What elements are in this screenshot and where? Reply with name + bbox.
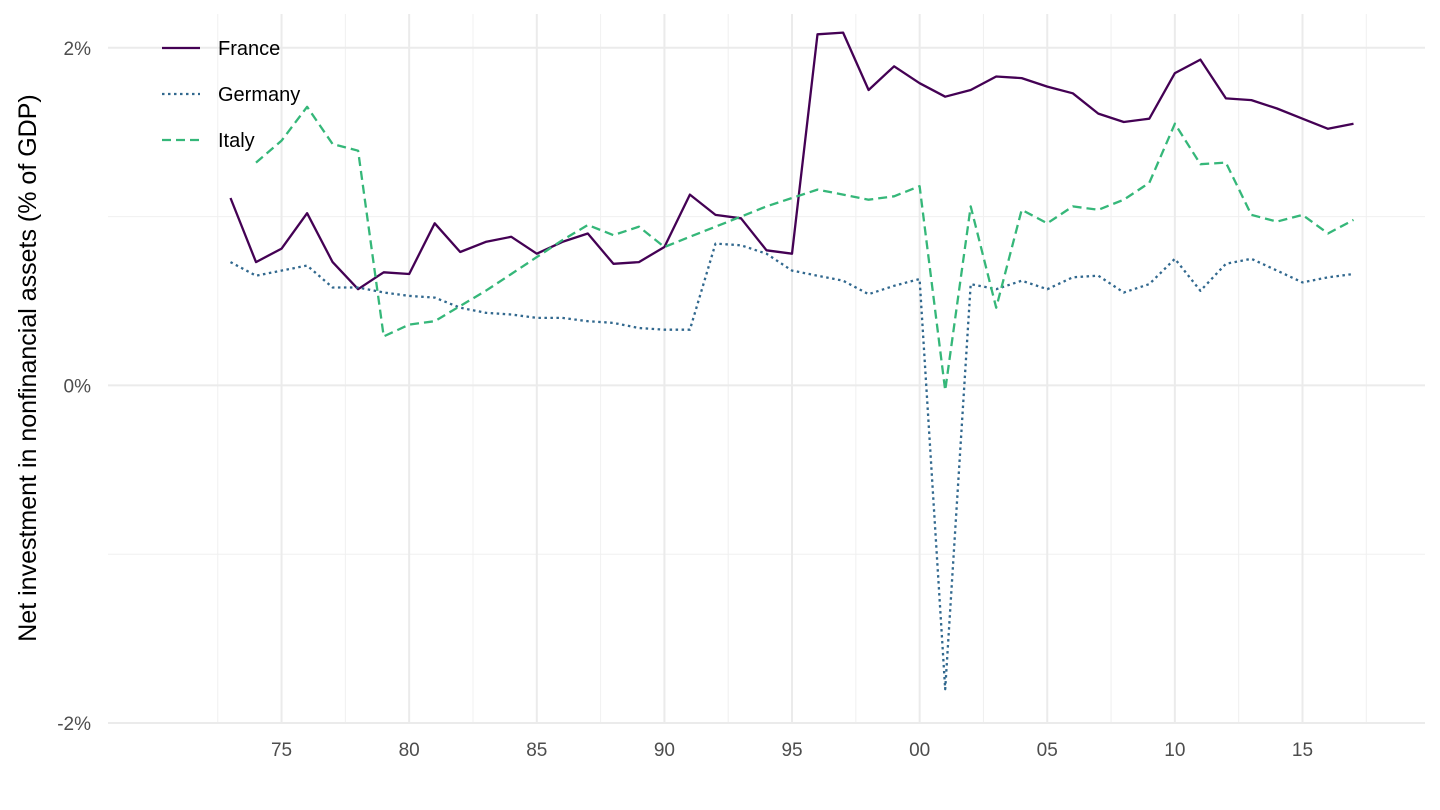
- x-tick-label: 75: [271, 740, 292, 761]
- series-line-france: [229, 31, 1354, 291]
- series-line-italy: [255, 105, 1355, 392]
- x-tick-label: 85: [526, 740, 547, 761]
- x-axis-tick-labels: 75 80 85 90 95 00 05 10 15: [271, 740, 1313, 761]
- minor-gridlines: [108, 14, 1425, 723]
- x-tick-label: 00: [909, 740, 930, 761]
- x-tick-label: 95: [781, 740, 802, 761]
- x-tick-label: 90: [654, 740, 675, 761]
- y-tick-label: -2%: [57, 714, 91, 735]
- legend-label-germany: Germany: [218, 84, 300, 106]
- series-lines: [229, 31, 1355, 691]
- y-tick-label: 0%: [64, 376, 92, 397]
- major-gridlines: [108, 14, 1425, 724]
- x-tick-label: 80: [399, 740, 420, 761]
- series-line-germany: [229, 242, 1354, 691]
- y-axis-label: Net investment in nonfinancial assets (%…: [14, 94, 42, 641]
- y-tick-label: 2%: [64, 39, 92, 60]
- x-tick-label: 05: [1037, 740, 1058, 761]
- x-tick-label: 10: [1164, 740, 1185, 761]
- legend-label-france: France: [218, 38, 280, 60]
- x-tick-label: 15: [1292, 740, 1313, 761]
- legend-label-italy: Italy: [218, 130, 255, 152]
- y-axis-tick-labels: -2% 0% 2%: [57, 39, 91, 735]
- legend: France Germany Italy: [162, 38, 300, 152]
